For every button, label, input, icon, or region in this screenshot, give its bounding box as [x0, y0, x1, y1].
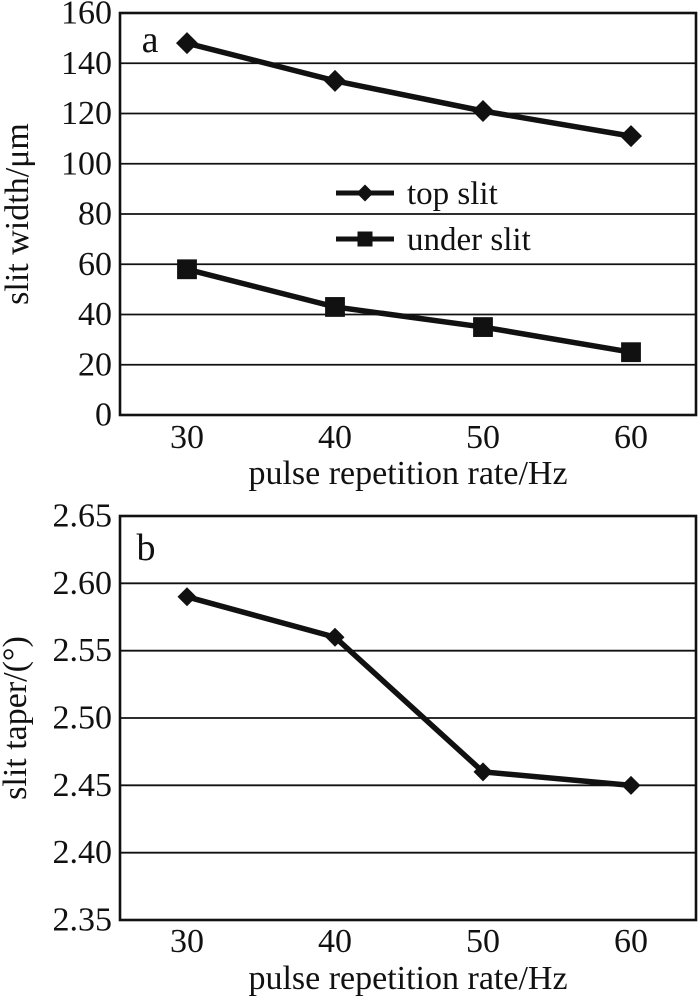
- x-axis-title: pulse repetition rate/Hz: [248, 455, 567, 492]
- plot-border: [118, 11, 698, 417]
- y-tick-label: 60: [78, 246, 112, 283]
- y-tick-label: 160: [61, 0, 112, 32]
- square-marker: [177, 259, 197, 280]
- y-tick-label: 2.50: [53, 700, 113, 737]
- diamond-marker: [473, 762, 493, 782]
- panel-b: 2.65 2.60 2.55 2.50 2.45 2.40 2.35 30 40 50 60 puls…: [0, 498, 698, 997]
- square-marker: [621, 342, 641, 363]
- diamond-marker: [621, 775, 641, 795]
- diamond-marker: [620, 125, 642, 148]
- diamond-marker: [177, 587, 197, 607]
- series-line-under-slit: [186, 266, 632, 355]
- x-tick-label: 60: [614, 923, 648, 960]
- y-tick-label: 2.65: [53, 498, 113, 535]
- square-marker: [473, 317, 493, 337]
- legend-label: under slit: [407, 222, 531, 258]
- x-tick-label: 30: [170, 923, 204, 960]
- y-tick-label: 2.40: [53, 834, 113, 871]
- y-axis-title: slit width/μm: [0, 123, 36, 305]
- y-tick-label: 100: [61, 145, 112, 182]
- series-line-slit-taper: [186, 594, 632, 789]
- y-tick-label: 0: [95, 397, 112, 434]
- legend-label: top slit: [407, 176, 498, 212]
- series-line-top-slit: [186, 40, 632, 139]
- y-tick-label: 120: [61, 95, 112, 132]
- legend-square-marker: [357, 231, 373, 247]
- plot-border: [118, 514, 698, 922]
- x-tick-label: 50: [466, 923, 500, 960]
- legend-item-top-slit: top slit: [336, 176, 498, 212]
- diamond-marker: [176, 32, 198, 55]
- y-tick-label: 40: [78, 296, 112, 333]
- y-tick-label: 2.35: [53, 902, 113, 939]
- x-tick-label: 30: [170, 419, 204, 456]
- legend-diamond-marker: [356, 184, 374, 202]
- x-tick-label: 40: [318, 923, 352, 960]
- y-tick-label: 20: [78, 346, 112, 383]
- y-tick-label: 2.45: [53, 767, 113, 804]
- x-tick-label: 50: [466, 419, 500, 456]
- x-tick-label: 60: [614, 419, 648, 456]
- y-tick-label: 2.55: [53, 632, 113, 669]
- diamond-marker: [472, 99, 494, 122]
- x-tick-label: 40: [318, 419, 352, 456]
- panel-a: 160 140 120 100 80 60 40 20 0 30 40 50 60 pulse repet…: [0, 0, 698, 492]
- panel-label: b: [137, 527, 156, 569]
- y-tick-label: 140: [61, 45, 112, 82]
- y-axis-title: slit taper/(°): [0, 636, 34, 800]
- diamond-marker: [324, 69, 346, 92]
- square-marker: [325, 297, 345, 317]
- diamond-marker: [325, 627, 345, 647]
- legend-item-under-slit: under slit: [336, 222, 531, 258]
- y-tick-label: 2.60: [53, 565, 113, 602]
- y-tick-label: 80: [78, 196, 112, 233]
- panel-label: a: [142, 19, 159, 61]
- legend: top slit under slit: [336, 176, 531, 258]
- x-axis-title: pulse repetition rate/Hz: [248, 960, 567, 997]
